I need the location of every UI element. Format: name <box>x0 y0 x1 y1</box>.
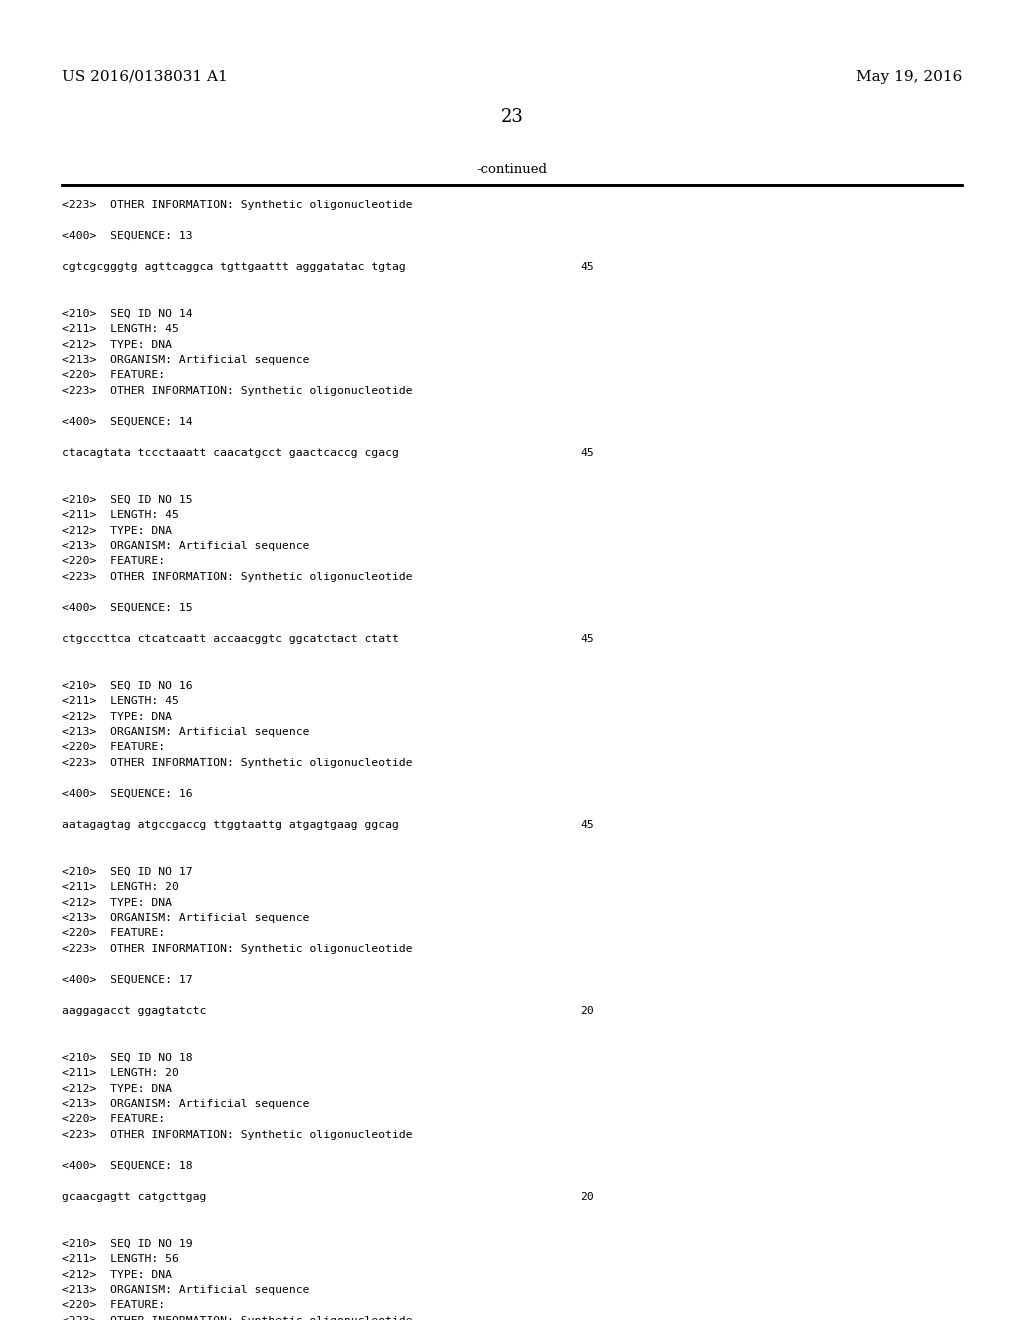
Text: <213>  ORGANISM: Artificial sequence: <213> ORGANISM: Artificial sequence <box>62 355 309 366</box>
Text: 20: 20 <box>580 1192 594 1203</box>
Text: <213>  ORGANISM: Artificial sequence: <213> ORGANISM: Artificial sequence <box>62 1100 309 1109</box>
Text: <220>  FEATURE:: <220> FEATURE: <box>62 1114 165 1125</box>
Text: <223>  OTHER INFORMATION: Synthetic oligonucleotide: <223> OTHER INFORMATION: Synthetic oligo… <box>62 385 413 396</box>
Text: <220>  FEATURE:: <220> FEATURE: <box>62 557 165 566</box>
Text: <400>  SEQUENCE: 15: <400> SEQUENCE: 15 <box>62 603 193 612</box>
Text: <213>  ORGANISM: Artificial sequence: <213> ORGANISM: Artificial sequence <box>62 541 309 550</box>
Text: ctacagtata tccctaaatt caacatgcct gaactcaccg cgacg: ctacagtata tccctaaatt caacatgcct gaactca… <box>62 447 399 458</box>
Text: <210>  SEQ ID NO 18: <210> SEQ ID NO 18 <box>62 1052 193 1063</box>
Text: <223>  OTHER INFORMATION: Synthetic oligonucleotide: <223> OTHER INFORMATION: Synthetic oligo… <box>62 1130 413 1140</box>
Text: <211>  LENGTH: 20: <211> LENGTH: 20 <box>62 882 179 892</box>
Text: <213>  ORGANISM: Artificial sequence: <213> ORGANISM: Artificial sequence <box>62 727 309 737</box>
Text: <211>  LENGTH: 45: <211> LENGTH: 45 <box>62 696 179 706</box>
Text: -continued: -continued <box>476 162 548 176</box>
Text: ctgcccttca ctcatcaatt accaacggtc ggcatctact ctatt: ctgcccttca ctcatcaatt accaacggtc ggcatct… <box>62 634 399 644</box>
Text: <210>  SEQ ID NO 15: <210> SEQ ID NO 15 <box>62 495 193 504</box>
Text: May 19, 2016: May 19, 2016 <box>856 70 962 84</box>
Text: <223>  OTHER INFORMATION: Synthetic oligonucleotide: <223> OTHER INFORMATION: Synthetic oligo… <box>62 572 413 582</box>
Text: aatagagtag atgccgaccg ttggtaattg atgagtgaag ggcag: aatagagtag atgccgaccg ttggtaattg atgagtg… <box>62 820 399 830</box>
Text: aaggagacct ggagtatctc: aaggagacct ggagtatctc <box>62 1006 207 1016</box>
Text: <210>  SEQ ID NO 17: <210> SEQ ID NO 17 <box>62 866 193 876</box>
Text: 20: 20 <box>580 1006 594 1016</box>
Text: <223>  OTHER INFORMATION: Synthetic oligonucleotide: <223> OTHER INFORMATION: Synthetic oligo… <box>62 758 413 768</box>
Text: US 2016/0138031 A1: US 2016/0138031 A1 <box>62 70 227 84</box>
Text: <223>  OTHER INFORMATION: Synthetic oligonucleotide: <223> OTHER INFORMATION: Synthetic oligo… <box>62 201 413 210</box>
Text: <211>  LENGTH: 45: <211> LENGTH: 45 <box>62 323 179 334</box>
Text: 23: 23 <box>501 108 523 125</box>
Text: <213>  ORGANISM: Artificial sequence: <213> ORGANISM: Artificial sequence <box>62 1284 309 1295</box>
Text: gcaacgagtt catgcttgag: gcaacgagtt catgcttgag <box>62 1192 207 1203</box>
Text: <220>  FEATURE:: <220> FEATURE: <box>62 742 165 752</box>
Text: 45: 45 <box>580 820 594 830</box>
Text: <211>  LENGTH: 45: <211> LENGTH: 45 <box>62 510 179 520</box>
Text: <220>  FEATURE:: <220> FEATURE: <box>62 1300 165 1311</box>
Text: <212>  TYPE: DNA: <212> TYPE: DNA <box>62 525 172 536</box>
Text: <400>  SEQUENCE: 18: <400> SEQUENCE: 18 <box>62 1162 193 1171</box>
Text: <212>  TYPE: DNA: <212> TYPE: DNA <box>62 898 172 908</box>
Text: <400>  SEQUENCE: 16: <400> SEQUENCE: 16 <box>62 789 193 799</box>
Text: cgtcgcgggtg agttcaggca tgttgaattt agggatatac tgtag: cgtcgcgggtg agttcaggca tgttgaattt agggat… <box>62 261 406 272</box>
Text: 45: 45 <box>580 634 594 644</box>
Text: <212>  TYPE: DNA: <212> TYPE: DNA <box>62 711 172 722</box>
Text: <212>  TYPE: DNA: <212> TYPE: DNA <box>62 1084 172 1093</box>
Text: <213>  ORGANISM: Artificial sequence: <213> ORGANISM: Artificial sequence <box>62 913 309 923</box>
Text: <220>  FEATURE:: <220> FEATURE: <box>62 928 165 939</box>
Text: <223>  OTHER INFORMATION: Synthetic oligonucleotide: <223> OTHER INFORMATION: Synthetic oligo… <box>62 944 413 954</box>
Text: <210>  SEQ ID NO 16: <210> SEQ ID NO 16 <box>62 681 193 690</box>
Text: <220>  FEATURE:: <220> FEATURE: <box>62 371 165 380</box>
Text: <223>  OTHER INFORMATION: Synthetic oligonucleotide: <223> OTHER INFORMATION: Synthetic oligo… <box>62 1316 413 1320</box>
Text: 45: 45 <box>580 261 594 272</box>
Text: <210>  SEQ ID NO 19: <210> SEQ ID NO 19 <box>62 1238 193 1249</box>
Text: 45: 45 <box>580 447 594 458</box>
Text: <211>  LENGTH: 20: <211> LENGTH: 20 <box>62 1068 179 1078</box>
Text: <400>  SEQUENCE: 14: <400> SEQUENCE: 14 <box>62 417 193 426</box>
Text: <212>  TYPE: DNA: <212> TYPE: DNA <box>62 1270 172 1279</box>
Text: <210>  SEQ ID NO 14: <210> SEQ ID NO 14 <box>62 309 193 318</box>
Text: <400>  SEQUENCE: 13: <400> SEQUENCE: 13 <box>62 231 193 242</box>
Text: <400>  SEQUENCE: 17: <400> SEQUENCE: 17 <box>62 975 193 985</box>
Text: <211>  LENGTH: 56: <211> LENGTH: 56 <box>62 1254 179 1265</box>
Text: <212>  TYPE: DNA: <212> TYPE: DNA <box>62 339 172 350</box>
